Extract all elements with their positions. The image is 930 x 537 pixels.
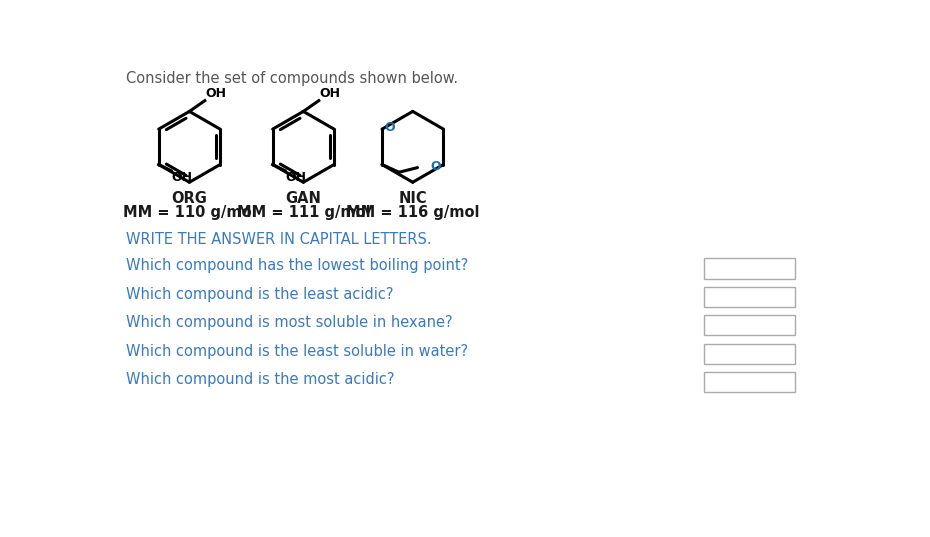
Text: Consider the set of compounds shown below.: Consider the set of compounds shown belo… — [126, 71, 458, 86]
Text: GAN: GAN — [286, 192, 321, 207]
Text: MM = 111 g/mol: MM = 111 g/mol — [236, 205, 370, 220]
Text: WRITE THE ANSWER IN CAPITAL LETTERS.: WRITE THE ANSWER IN CAPITAL LETTERS. — [126, 231, 432, 246]
Text: OH: OH — [320, 87, 340, 100]
Bar — [704, 315, 794, 336]
Bar — [704, 287, 794, 307]
Text: Which compound is the least soluble in water?: Which compound is the least soluble in w… — [126, 344, 469, 359]
Text: OH: OH — [206, 87, 227, 100]
Text: Which compound has the lowest boiling point?: Which compound has the lowest boiling po… — [126, 258, 469, 273]
Text: O: O — [431, 159, 441, 172]
Text: MM = 110 g/mol: MM = 110 g/mol — [123, 205, 257, 220]
Text: OH: OH — [172, 171, 193, 185]
Text: O: O — [384, 121, 395, 134]
Text: Which compound is the least acidic?: Which compound is the least acidic? — [126, 287, 393, 302]
Text: OH: OH — [286, 171, 307, 185]
Bar — [704, 373, 794, 393]
Text: Which compound is most soluble in hexane?: Which compound is most soluble in hexane… — [126, 315, 453, 330]
Text: ORG: ORG — [171, 192, 207, 207]
Text: NIC: NIC — [398, 192, 427, 207]
Text: Which compound is the most acidic?: Which compound is the most acidic? — [126, 373, 394, 387]
Bar — [704, 258, 794, 279]
Bar — [704, 344, 794, 364]
Text: MM = 116 g/mol: MM = 116 g/mol — [346, 205, 480, 220]
